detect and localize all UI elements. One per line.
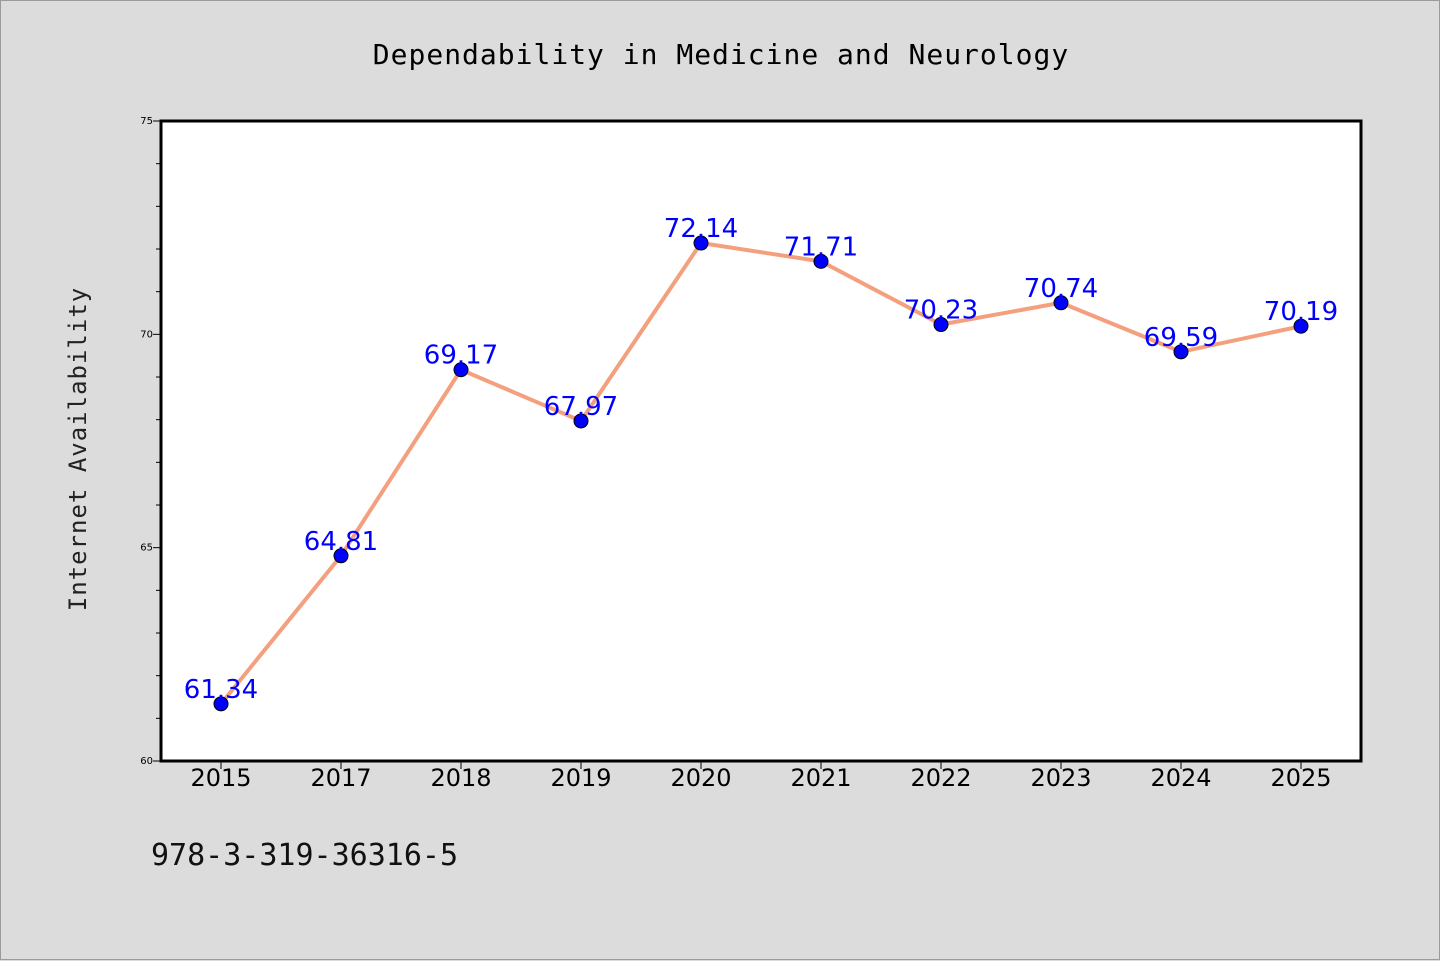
data-label: 69.17 [424, 341, 498, 371]
data-point [693, 235, 709, 251]
data-label: 67.97 [544, 392, 618, 422]
data-label: 72.14 [664, 214, 738, 244]
data-point [1173, 344, 1189, 360]
series-line [219, 241, 1303, 706]
y-tick-label: 75 [140, 116, 153, 127]
data-point [573, 413, 589, 429]
footnote-isbn: 978-3-319-36316-5 [151, 838, 458, 873]
data-label: 69.59 [1144, 323, 1218, 353]
x-tick-label: 2017 [310, 764, 371, 792]
y-tick-label: 60 [140, 756, 153, 767]
x-tick-label: 2023 [1030, 764, 1091, 792]
data-point [333, 548, 349, 564]
data-labels: 61.34 64.81 69.17 67.97 72.14 71.71 70.23 70.74… [184, 214, 1338, 705]
x-tick-label: 2021 [790, 764, 851, 792]
y-axis-label: Internet Availability [64, 287, 92, 611]
data-point [213, 696, 229, 712]
data-label: 61.34 [184, 675, 258, 705]
x-tick-label: 2015 [190, 764, 251, 792]
data-point [453, 362, 469, 378]
y-tick-label: 70 [140, 329, 153, 340]
data-label: 70.23 [904, 296, 978, 326]
x-tick-label: 2024 [1150, 764, 1211, 792]
x-tick-label: 2022 [910, 764, 971, 792]
data-label: 71.71 [784, 232, 858, 262]
y-tick-label: 65 [140, 543, 153, 554]
plot-area [159, 119, 1363, 763]
data-label: 70.74 [1024, 274, 1098, 304]
x-tick-label: 2018 [430, 764, 491, 792]
data-label: 70.19 [1264, 297, 1338, 327]
data-point [813, 253, 829, 269]
series-layer [213, 235, 1309, 712]
data-point [1293, 318, 1309, 334]
data-point [933, 317, 949, 333]
y-axis: 60 65 70 75 [140, 116, 161, 767]
x-tick-label: 2019 [550, 764, 611, 792]
x-axis: 2015 2017 2018 2019 2020 2021 2022 2023 2024 2025 [190, 761, 1332, 792]
data-point [1053, 295, 1069, 311]
chart-title: Dependability in Medicine and Neurology [373, 38, 1069, 71]
x-tick-label: 2025 [1270, 764, 1331, 792]
x-tick-label: 2020 [670, 764, 731, 792]
data-label: 64.81 [304, 527, 378, 557]
